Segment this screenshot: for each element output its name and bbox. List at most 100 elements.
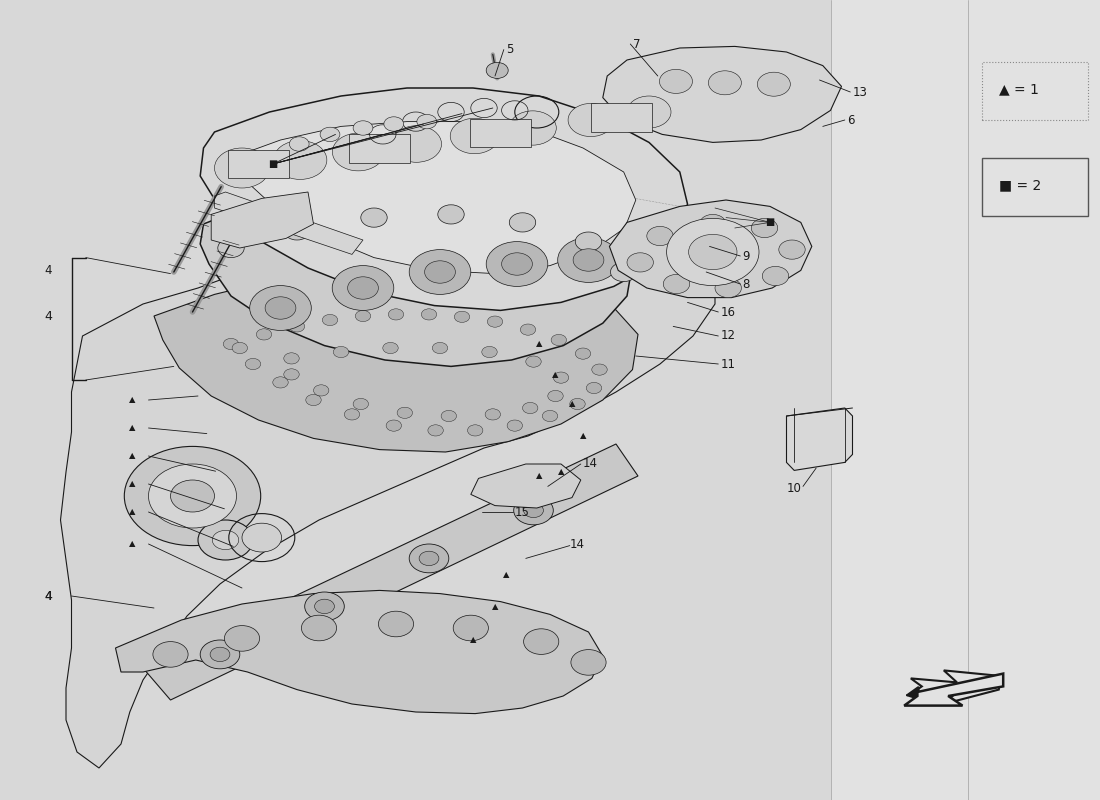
Circle shape [751,218,778,238]
Circle shape [332,133,384,171]
Circle shape [502,253,532,275]
Circle shape [553,372,569,383]
Circle shape [274,141,327,179]
Circle shape [218,238,244,258]
Text: ▲: ▲ [580,431,586,441]
Circle shape [200,640,240,669]
Circle shape [305,592,344,621]
Text: 10: 10 [786,482,802,494]
Text: ▲: ▲ [503,570,509,579]
FancyBboxPatch shape [982,62,1088,120]
Polygon shape [591,103,652,132]
Circle shape [522,402,538,414]
Circle shape [306,394,321,406]
Circle shape [284,369,299,380]
Circle shape [520,324,536,335]
Circle shape [419,551,439,566]
Circle shape [509,213,536,232]
Circle shape [284,221,310,240]
Text: ▲: ▲ [470,635,476,645]
Circle shape [715,278,741,298]
Text: 9: 9 [742,250,750,262]
Circle shape [762,266,789,286]
Circle shape [450,118,499,154]
Circle shape [224,626,260,651]
Circle shape [386,420,402,431]
Circle shape [388,309,404,320]
Text: ▲: ▲ [129,395,135,405]
Circle shape [573,249,604,271]
Polygon shape [470,118,531,147]
Circle shape [441,410,456,422]
Text: 4: 4 [44,590,52,602]
Text: 7: 7 [632,38,640,50]
Circle shape [245,358,261,370]
Polygon shape [154,264,638,452]
Polygon shape [471,464,581,508]
Text: ▲ = 1: ▲ = 1 [999,82,1038,97]
Circle shape [485,409,501,420]
Circle shape [417,114,437,129]
Text: ■: ■ [268,159,277,169]
Circle shape [361,208,387,227]
Circle shape [284,353,299,364]
Circle shape [383,342,398,354]
Circle shape [454,311,470,322]
Polygon shape [116,590,603,714]
FancyBboxPatch shape [982,158,1088,216]
Circle shape [124,446,261,546]
Text: 13: 13 [852,86,868,98]
Text: ▲: ▲ [569,399,575,409]
Circle shape [384,117,404,131]
Text: 14: 14 [583,458,598,470]
Circle shape [438,205,464,224]
Circle shape [542,410,558,422]
Polygon shape [143,444,638,700]
Text: ▲: ▲ [129,423,135,433]
Bar [830,0,1100,800]
Circle shape [232,342,248,354]
Circle shape [214,148,270,188]
Polygon shape [214,192,363,254]
Text: ▲: ▲ [552,370,559,379]
Polygon shape [211,192,314,248]
Circle shape [514,496,553,525]
Circle shape [571,650,606,675]
Circle shape [453,615,488,641]
Text: 14: 14 [570,538,585,550]
Circle shape [256,329,272,340]
Circle shape [551,334,566,346]
Circle shape [333,346,349,358]
Circle shape [265,297,296,319]
Polygon shape [911,670,1001,704]
Text: ▲: ▲ [129,451,135,461]
Circle shape [663,274,690,294]
Text: ▲: ▲ [129,479,135,489]
Circle shape [524,629,559,654]
Circle shape [757,72,790,96]
Circle shape [486,62,508,78]
Circle shape [242,523,282,552]
Polygon shape [233,122,636,274]
Polygon shape [609,200,812,298]
Polygon shape [786,408,852,470]
Text: 4: 4 [44,590,52,602]
Circle shape [170,480,214,512]
Polygon shape [60,208,715,768]
Circle shape [482,346,497,358]
Circle shape [689,234,737,270]
Circle shape [627,96,671,128]
Circle shape [700,214,726,234]
Circle shape [575,348,591,359]
Circle shape [779,240,805,259]
Circle shape [320,127,340,142]
Text: 11: 11 [720,358,736,370]
Circle shape [223,338,239,350]
Circle shape [273,377,288,388]
Text: 5: 5 [506,43,514,56]
Circle shape [586,382,602,394]
Text: ▲: ▲ [536,339,542,349]
Circle shape [210,647,230,662]
Text: 16: 16 [720,306,736,318]
Text: 4: 4 [44,264,52,277]
